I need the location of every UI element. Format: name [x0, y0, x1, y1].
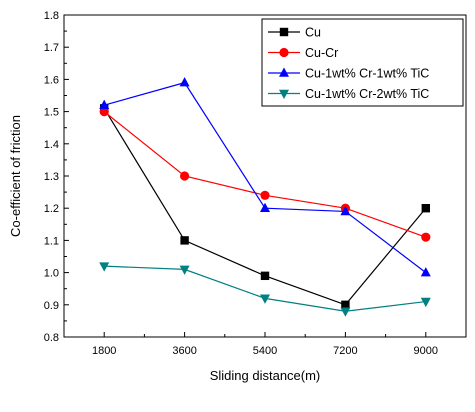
y-tick-label: 0.8 [44, 332, 59, 344]
data-point [260, 190, 270, 200]
legend-marker [279, 27, 289, 37]
data-point [260, 271, 270, 281]
series-cu-cr [99, 107, 431, 242]
legend-label: Cu [305, 26, 321, 40]
data-point [421, 204, 430, 213]
x-tick-label: 9000 [414, 345, 438, 357]
x-tick-label: 3600 [172, 345, 196, 357]
y-tick-label: 1.7 [44, 42, 59, 54]
data-point [420, 297, 431, 308]
y-tick-label: 1.6 [44, 74, 59, 86]
series-layer [99, 77, 431, 317]
y-axis-label: Co-efficient of friction [8, 115, 23, 237]
data-point [179, 77, 190, 87]
y-tick-label: 1.5 [44, 107, 59, 119]
data-point [340, 307, 351, 317]
data-point [180, 236, 189, 245]
y-tick-label: 1.8 [44, 10, 59, 22]
data-point [99, 99, 110, 109]
data-point [179, 265, 190, 275]
y-tick-label: 1.1 [44, 235, 59, 247]
y-tick-label: 1.3 [44, 171, 59, 183]
x-tick-label: 5400 [253, 345, 277, 357]
y-axis-ticks: 0.8 0.9 1.0 1.1 1.2 1.3 1.4 1.5 1.6 1.7 1.8 [44, 10, 69, 344]
data-point [421, 232, 431, 242]
data-point [260, 202, 270, 212]
y-tick-label: 0.9 [44, 300, 59, 312]
data-point [180, 171, 190, 181]
legend-label: Cu-1wt% Cr-1wt% TiC [305, 67, 429, 81]
data-point [260, 294, 270, 304]
data-point [99, 107, 109, 117]
y-tick-label: 1.4 [44, 139, 59, 151]
legend-marker [279, 47, 289, 58]
legend-label: Cu-1wt% Cr-2wt% TiC [305, 87, 429, 101]
y-tick-label: 1.2 [44, 203, 59, 215]
series-line [104, 81, 427, 274]
series-cu-1wt-cr-2wt-tic [99, 262, 431, 317]
data-point [420, 267, 431, 277]
y-tick-label: 1.0 [44, 268, 59, 280]
series-cu-1wt-cr-1wt-tic [99, 77, 431, 277]
legend-marker [279, 89, 289, 99]
data-point [99, 262, 110, 272]
legend-box [261, 18, 464, 107]
legend-label: Cu-Cr [305, 46, 338, 60]
data-point [341, 300, 350, 309]
legend: Cu Cu-Cr Cu-1wt% Cr-1wt% TiC Cu-1wt% Cr-2wt… [261, 18, 464, 107]
series-line [103, 111, 427, 238]
legend-marker [279, 67, 289, 77]
x-axis-label: Sliding distance(m) [210, 368, 321, 383]
data-point [340, 205, 351, 216]
x-tick-label: 7200 [333, 345, 357, 357]
x-axis-ticks: 1800 3600 5400 7200 9000 [63, 332, 467, 357]
x-tick-label: 1800 [92, 345, 116, 357]
